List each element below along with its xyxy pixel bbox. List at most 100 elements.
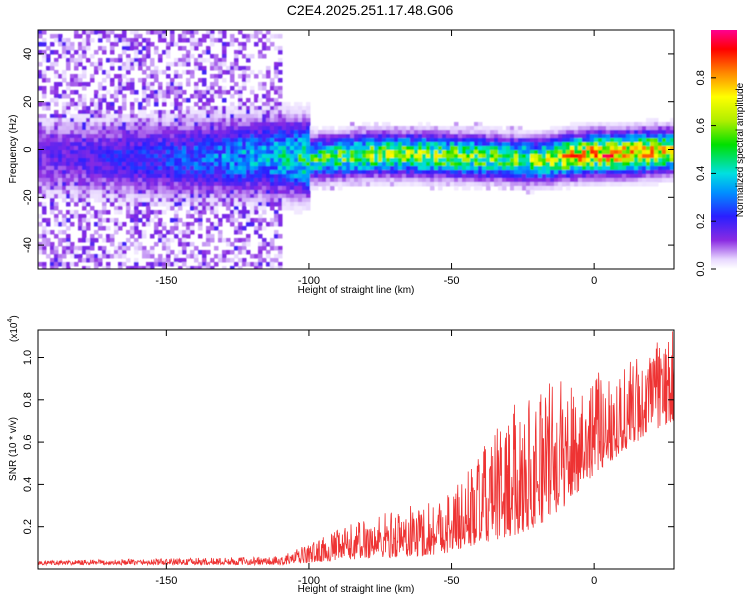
heatmap-cell xyxy=(190,126,195,131)
heatmap-cell xyxy=(150,30,155,35)
heatmap-cell xyxy=(222,126,227,131)
heatmap-cell xyxy=(130,182,135,187)
heatmap-cell xyxy=(618,166,623,171)
heatmap-cell xyxy=(214,62,219,67)
heatmap-cell xyxy=(50,178,55,183)
heatmap-cell xyxy=(278,146,283,151)
heatmap-cell xyxy=(646,130,651,135)
heatmap-cell xyxy=(186,98,191,103)
heatmap-cell xyxy=(62,158,67,163)
heatmap-cell xyxy=(306,102,311,107)
heatmap-cell xyxy=(158,38,163,43)
heatmap-cell xyxy=(122,190,127,195)
heatmap-cell xyxy=(258,194,263,199)
heatmap-cell xyxy=(54,70,59,75)
heatmap-cell xyxy=(318,134,323,139)
heatmap-cell xyxy=(486,150,491,155)
heatmap-cell xyxy=(142,54,147,59)
heatmap-cell xyxy=(58,54,63,59)
heatmap-cell xyxy=(510,146,515,151)
heatmap-cell xyxy=(98,86,103,91)
heatmap-cell xyxy=(514,170,519,175)
heatmap-cell xyxy=(106,198,111,203)
heatmap-cell xyxy=(282,150,287,155)
heatmap-cell xyxy=(278,262,283,267)
heatmap-cell xyxy=(194,170,199,175)
heatmap-cell xyxy=(446,150,451,155)
heatmap-cell xyxy=(230,130,235,135)
heatmap-cell xyxy=(154,158,159,163)
heatmap-cell xyxy=(122,150,127,155)
heatmap-cell xyxy=(602,130,607,135)
heatmap-cell xyxy=(454,142,459,147)
heatmap-cell xyxy=(654,174,659,179)
heatmap-cell xyxy=(66,234,71,239)
heatmap-cell xyxy=(610,130,615,135)
heatmap-cell xyxy=(314,154,319,159)
heatmap-cell xyxy=(266,70,271,75)
heatmap-cell xyxy=(414,166,419,171)
heatmap-cell xyxy=(386,146,391,151)
heatmap-cell xyxy=(78,54,83,59)
heatmap-cell xyxy=(134,230,139,235)
heatmap-cell xyxy=(270,262,275,267)
heatmap-cell xyxy=(258,186,263,191)
heatmap-cell xyxy=(162,162,167,167)
heatmap-cell xyxy=(54,162,59,167)
heatmap-cell xyxy=(178,266,183,269)
heatmap-cell xyxy=(306,174,311,179)
heatmap-cell xyxy=(254,74,259,79)
heatmap-cell xyxy=(470,126,475,131)
heatmap-cell xyxy=(234,82,239,87)
heatmap-cell xyxy=(154,134,159,139)
heatmap-cell xyxy=(102,170,107,175)
heatmap-cell xyxy=(114,246,119,251)
heatmap-cell xyxy=(130,102,135,107)
heatmap-cell xyxy=(622,154,627,159)
heatmap-cell xyxy=(266,138,271,143)
heatmap-cell xyxy=(290,134,295,139)
heatmap-cell xyxy=(202,258,207,263)
heatmap-cell xyxy=(82,46,87,51)
heatmap-cell xyxy=(118,150,123,155)
heatmap-cell xyxy=(66,122,71,127)
heatmap-cell xyxy=(294,210,299,215)
heatmap-cell xyxy=(274,174,279,179)
heatmap-cell xyxy=(502,158,507,163)
heatmap-cell xyxy=(174,94,179,99)
heatmap-cell xyxy=(238,30,243,35)
heatmap-cell xyxy=(38,50,43,55)
heatmap-cell xyxy=(146,138,151,143)
heatmap-cell xyxy=(646,170,651,175)
heatmap-cell xyxy=(578,174,583,179)
x-tick-label: 0 xyxy=(591,275,597,287)
heatmap-cell xyxy=(274,166,279,171)
heatmap-cell xyxy=(62,166,67,171)
heatmap-cell xyxy=(258,130,263,135)
heatmap-cell xyxy=(222,86,227,91)
heatmap-cell xyxy=(278,202,283,207)
heatmap-cell xyxy=(170,182,175,187)
heatmap-cell xyxy=(558,134,563,139)
heatmap-cell xyxy=(378,154,383,159)
heatmap-cell xyxy=(594,154,599,159)
heatmap-cell xyxy=(170,42,175,47)
heatmap-cell xyxy=(74,78,79,83)
heatmap-cell xyxy=(110,130,115,135)
heatmap-cell xyxy=(186,178,191,183)
heatmap-cell xyxy=(238,74,243,79)
heatmap-cell xyxy=(110,66,115,71)
heatmap-cell xyxy=(354,134,359,139)
heatmap-cell xyxy=(102,202,107,207)
heatmap-cell xyxy=(382,130,387,135)
heatmap-cell xyxy=(474,166,479,171)
heatmap-cell xyxy=(502,186,507,191)
heatmap-cell xyxy=(158,170,163,175)
heatmap-cell xyxy=(634,138,639,143)
heatmap-cell xyxy=(102,34,107,39)
heatmap-cell xyxy=(606,166,611,171)
heatmap-cell xyxy=(498,138,503,143)
heatmap-cell xyxy=(190,166,195,171)
heatmap-cell xyxy=(130,58,135,63)
heatmap-cell xyxy=(98,62,103,67)
